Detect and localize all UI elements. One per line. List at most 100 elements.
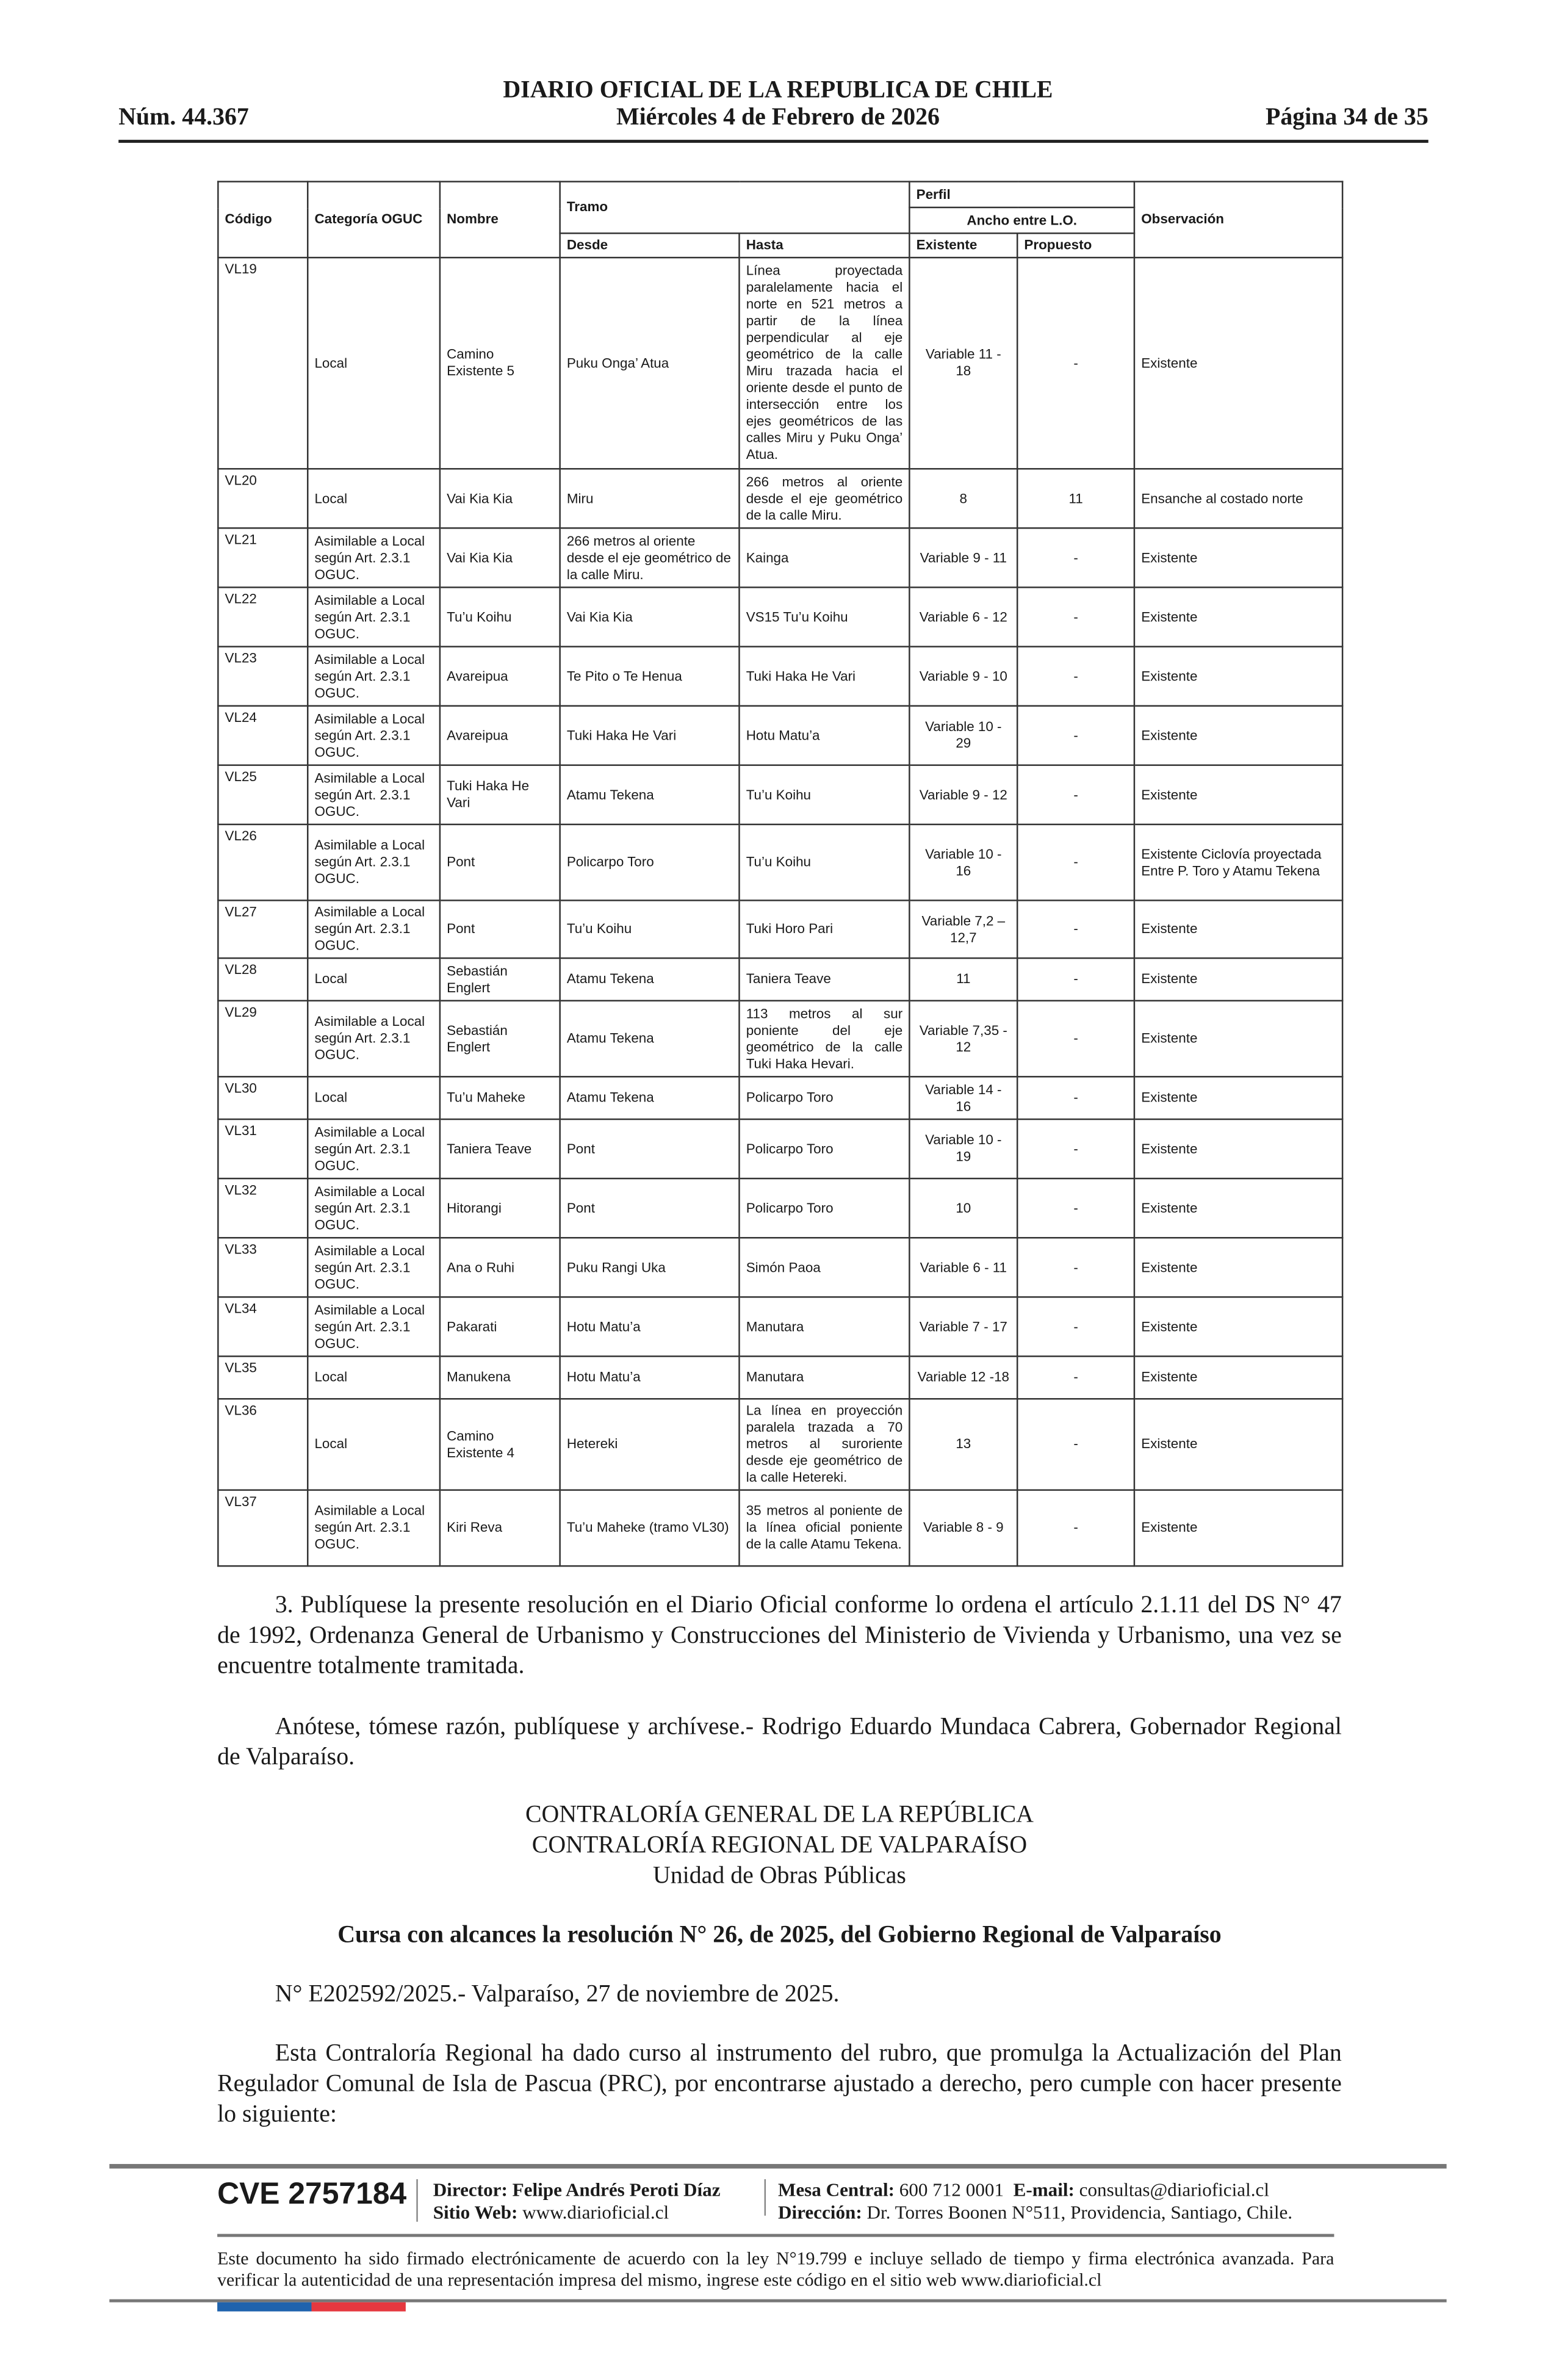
cve-code: CVE 2757184 xyxy=(217,2177,407,2212)
header-perfil: Perfil xyxy=(909,181,1136,209)
table-row: VL32 Asimilable a Local según Art. 2.3.1 … xyxy=(217,1177,1344,1239)
table-row: VL25 Asimilable a Local según Art. 2.3.1 … xyxy=(217,764,1344,826)
cell-hasta: La línea en proyección paralela trazada … xyxy=(738,1397,910,1491)
cell-existente: Variable 7,35 - 12 xyxy=(909,1000,1018,1078)
cell-codigo: VL31 xyxy=(217,1118,309,1180)
org-name-2: CONTRALORÍA REGIONAL DE VALPARAÍSO xyxy=(531,1833,1028,1859)
cell-observacion: Existente xyxy=(1133,1296,1344,1357)
cell-desde: Puku Rangi Uka xyxy=(559,1237,740,1298)
cell-existente: Variable 7 - 17 xyxy=(909,1296,1018,1357)
cell-existente: Variable 6 - 11 xyxy=(909,1237,1018,1298)
cell-categoria: Asimilable a Local según Art. 2.3.1 OGUC… xyxy=(307,1237,441,1298)
cell-observacion: Existente xyxy=(1133,586,1344,647)
cell-propuesto: - xyxy=(1016,1076,1136,1120)
paragraph-publication: 3. Publíquese la presente resolución en … xyxy=(217,1592,1342,1679)
cell-desde: Tu’u Koihu xyxy=(559,900,740,959)
cell-categoria: Asimilable a Local según Art. 2.3.1 OGUC… xyxy=(307,527,441,588)
cell-desde: 266 metros al oriente desde el eje geomé… xyxy=(559,527,740,588)
cell-nombre: Sebastián Englert xyxy=(439,957,561,1002)
cell-observacion: Existente xyxy=(1133,1118,1344,1180)
header-divider xyxy=(118,140,1428,143)
header-nombre: Nombre xyxy=(439,181,561,259)
cell-categoria: Asimilable a Local según Art. 2.3.1 OGUC… xyxy=(307,1118,441,1180)
cell-codigo: VL35 xyxy=(217,1355,309,1400)
cell-nombre: Camino Existente 4 xyxy=(439,1397,561,1491)
cell-categoria: Asimilable a Local según Art. 2.3.1 OGUC… xyxy=(307,705,441,766)
header-ancho: Ancho entre L.O. xyxy=(909,206,1136,234)
cell-nombre: Tu’u Koihu xyxy=(439,586,561,647)
cell-desde: Pont xyxy=(559,1118,740,1180)
cell-codigo: VL30 xyxy=(217,1076,309,1120)
director-label: Director: xyxy=(433,2179,508,2201)
cell-nombre: Pont xyxy=(439,900,561,959)
cell-existente: Variable 8 - 9 xyxy=(909,1489,1018,1567)
email-label: E-mail: xyxy=(1013,2179,1075,2201)
cell-observacion: Existente xyxy=(1133,646,1344,707)
org-unit: Unidad de Obras Públicas xyxy=(652,1863,906,1889)
cell-existente: Variable 10 - 16 xyxy=(909,823,1018,901)
cell-categoria: Asimilable a Local según Art. 2.3.1 OGUC… xyxy=(307,1000,441,1078)
cell-categoria: Asimilable a Local según Art. 2.3.1 OGUC… xyxy=(307,646,441,707)
cell-observacion: Existente xyxy=(1133,957,1344,1002)
cell-nombre: Camino Existente 5 xyxy=(439,256,561,470)
cell-hasta: 266 metros al oriente desde el eje geomé… xyxy=(738,467,910,529)
footer-divider xyxy=(217,2234,1334,2237)
header-categoria: Categoría OGUC xyxy=(307,181,441,259)
footer-divider xyxy=(109,2164,1447,2169)
cell-nombre: Vai Kia Kia xyxy=(439,527,561,588)
cell-nombre: Kiri Reva xyxy=(439,1489,561,1567)
cell-existente: Variable 7,2 – 12,7 xyxy=(909,900,1018,959)
cell-codigo: VL24 xyxy=(217,705,309,766)
cell-nombre: Pont xyxy=(439,823,561,901)
web-label: Sitio Web: xyxy=(433,2202,518,2224)
cell-nombre: Pakarati xyxy=(439,1296,561,1357)
cell-existente: 10 xyxy=(909,1177,1018,1239)
cell-existente: Variable 9 - 10 xyxy=(909,646,1018,707)
reference-line: N° E202592/2025.- Valparaíso, 27 de novi… xyxy=(275,1982,840,2008)
header-tramo: Tramo xyxy=(559,181,910,234)
cell-codigo: VL37 xyxy=(217,1489,309,1567)
cell-nombre: Hitorangi xyxy=(439,1177,561,1239)
footer-divider xyxy=(109,2299,1447,2302)
cell-propuesto: - xyxy=(1016,957,1136,1002)
cell-desde: Atamu Tekena xyxy=(559,1076,740,1120)
road-table: Código Categoría OGUC Nombre Tramo Perfi… xyxy=(217,181,1344,1567)
org-name-1: CONTRALORÍA GENERAL DE LA REPÚBLICA xyxy=(525,1802,1034,1828)
header-propuesto: Propuesto xyxy=(1016,233,1136,259)
cell-categoria: Asimilable a Local según Art. 2.3.1 OGUC… xyxy=(307,1296,441,1357)
page-number: Página 34 de 35 xyxy=(1266,104,1428,131)
cell-desde: Hetereki xyxy=(559,1397,740,1491)
table-row: VL37 Asimilable a Local según Art. 2.3.1 … xyxy=(217,1489,1344,1567)
cell-propuesto: - xyxy=(1016,1000,1136,1078)
cell-desde: Atamu Tekena xyxy=(559,1000,740,1078)
table-row: VL28 Local Sebastián Englert Atamu Tekena Ta… xyxy=(217,957,1344,1002)
cell-propuesto: - xyxy=(1016,1489,1136,1567)
cell-categoria: Local xyxy=(307,256,441,470)
header-observacion: Observación xyxy=(1133,181,1344,259)
cell-existente: 13 xyxy=(909,1397,1018,1491)
cell-categoria: Local xyxy=(307,1397,441,1491)
address: Dr. Torres Boonen N°511, Providencia, Sa… xyxy=(866,2202,1293,2224)
header-existente: Existente xyxy=(909,233,1018,259)
cell-propuesto: - xyxy=(1016,1296,1136,1357)
table-row: VL24 Asimilable a Local según Art. 2.3.1 … xyxy=(217,705,1344,766)
web-link[interactable]: www.diarioficial.cl xyxy=(522,2202,669,2224)
cell-desde: Miru xyxy=(559,467,740,529)
email-link[interactable]: consultas@diarioficial.cl xyxy=(1079,2179,1269,2201)
table-row: VL31 Asimilable a Local según Art. 2.3.1 … xyxy=(217,1118,1344,1180)
cell-observacion: Existente xyxy=(1133,1489,1344,1567)
table-row: VL33 Asimilable a Local según Art. 2.3.1 … xyxy=(217,1237,1344,1298)
cell-observacion: Existente Ciclovía proyectada Entre P. T… xyxy=(1133,823,1344,901)
section-heading: Cursa con alcances la resolución N° 26, … xyxy=(337,1922,1222,1949)
cell-observacion: Existente xyxy=(1133,705,1344,766)
cell-hasta: Tu’u Koihu xyxy=(738,764,910,826)
cell-observacion: Existente xyxy=(1133,764,1344,826)
table-row: VL34 Asimilable a Local según Art. 2.3.1 … xyxy=(217,1296,1344,1357)
table-body: VL19 Local Camino Existente 5 Puku Onga’ At… xyxy=(217,256,1344,1567)
table-row: VL36 Local Camino Existente 4 Hetereki La lí… xyxy=(217,1397,1344,1491)
cell-propuesto: 11 xyxy=(1016,467,1136,529)
cell-hasta: Tuki Haka He Vari xyxy=(738,646,910,707)
paragraph-contraloria: Esta Contraloría Regional ha dado curso … xyxy=(217,2041,1342,2128)
cell-propuesto: - xyxy=(1016,256,1136,470)
table-row: VL22 Asimilable a Local según Art. 2.3.1 … xyxy=(217,586,1344,647)
